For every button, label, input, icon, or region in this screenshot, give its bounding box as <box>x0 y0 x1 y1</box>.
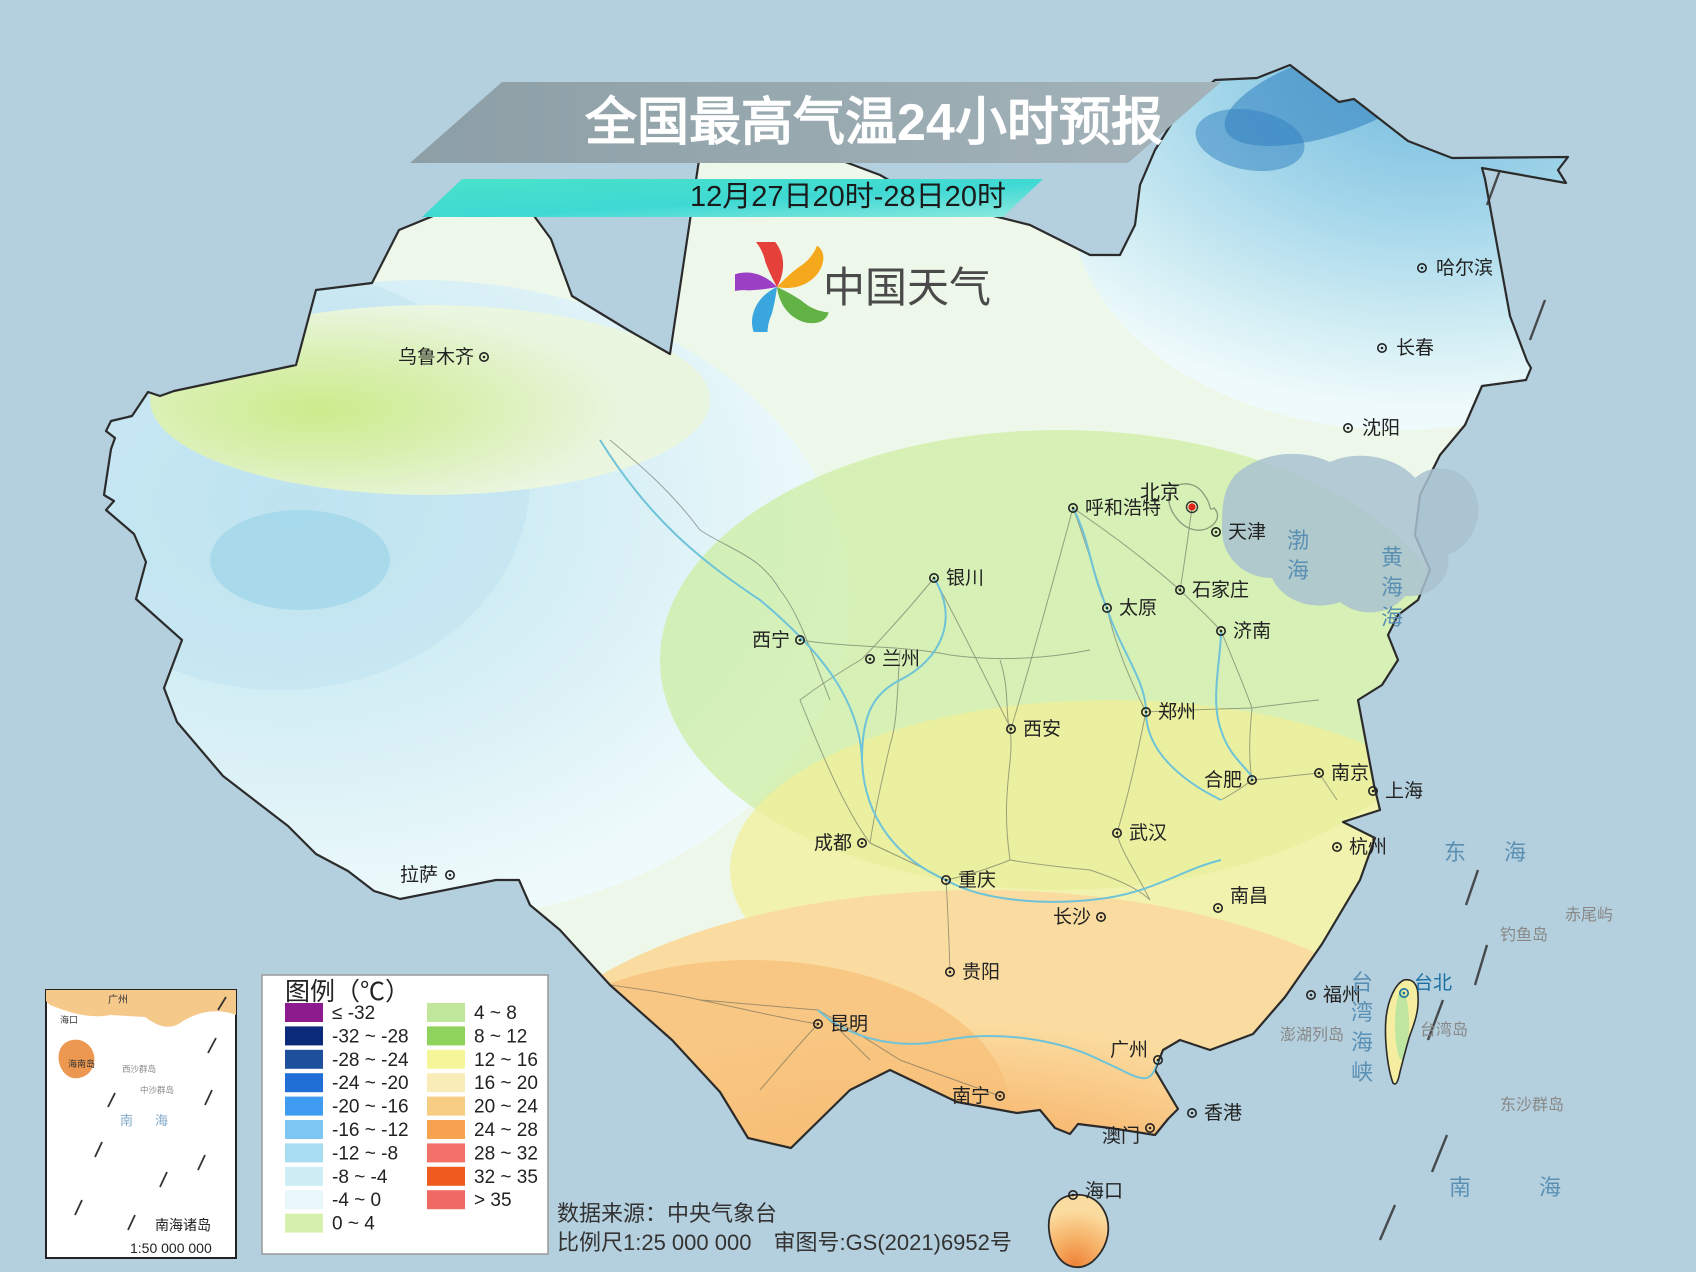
svg-text:南: 南 <box>1449 1175 1471 1200</box>
svg-text:中国天气: 中国天气 <box>823 264 991 311</box>
svg-text:石家庄: 石家庄 <box>1192 579 1249 601</box>
svg-text:1:50 000 000: 1:50 000 000 <box>130 1240 212 1256</box>
svg-text:银川: 银川 <box>946 567 984 589</box>
svg-text:东沙群岛: 东沙群岛 <box>1500 1096 1564 1114</box>
svg-text:贵阳: 贵阳 <box>962 961 1000 983</box>
svg-text:海口: 海口 <box>1085 1180 1123 1202</box>
svg-text:武汉: 武汉 <box>1129 822 1167 844</box>
svg-text:海: 海 <box>1504 840 1526 865</box>
svg-text:成都: 成都 <box>814 832 852 854</box>
svg-text:郑州: 郑州 <box>1158 701 1196 723</box>
svg-text:赤尾屿: 赤尾屿 <box>1565 906 1613 924</box>
svg-text:台北: 台北 <box>1414 972 1452 994</box>
svg-text:杭州: 杭州 <box>1349 836 1387 858</box>
svg-text:合肥: 合肥 <box>1204 769 1242 791</box>
svg-text:兰州: 兰州 <box>882 648 920 670</box>
svg-text:昆明: 昆明 <box>830 1014 868 1035</box>
svg-text:济南: 济南 <box>1233 620 1271 642</box>
svg-text:海: 海 <box>155 1113 168 1128</box>
svg-text:乌鲁木齐: 乌鲁木齐 <box>398 346 474 368</box>
svg-text:长沙: 长沙 <box>1053 906 1091 928</box>
svg-text:中沙群岛: 中沙群岛 <box>140 1085 174 1095</box>
svg-text:海南岛: 海南岛 <box>68 1058 95 1069</box>
svg-text:重庆: 重庆 <box>958 869 996 891</box>
svg-text:西安: 西安 <box>1023 718 1061 740</box>
svg-text:西宁: 西宁 <box>752 629 790 651</box>
svg-text:南京: 南京 <box>1331 762 1369 784</box>
svg-text:海: 海 <box>1381 575 1403 600</box>
svg-text:沈阳: 沈阳 <box>1362 417 1400 439</box>
svg-text:黄: 黄 <box>1381 545 1403 570</box>
svg-text:香港: 香港 <box>1204 1102 1242 1124</box>
svg-text:哈尔滨: 哈尔滨 <box>1436 257 1493 279</box>
svg-text:渤: 渤 <box>1287 528 1309 553</box>
svg-text:长春: 长春 <box>1396 337 1434 359</box>
svg-text:海: 海 <box>1351 1030 1373 1055</box>
svg-text:西沙群岛: 西沙群岛 <box>122 1064 156 1074</box>
svg-text:澎湖列岛: 澎湖列岛 <box>1280 1026 1344 1044</box>
svg-text:南海诸岛: 南海诸岛 <box>155 1217 211 1233</box>
svg-text:南: 南 <box>120 1113 133 1128</box>
svg-text:太原: 太原 <box>1119 597 1157 619</box>
svg-text:天津: 天津 <box>1228 521 1266 543</box>
svg-text:湾: 湾 <box>1351 1000 1373 1025</box>
svg-text:峡: 峡 <box>1351 1060 1373 1085</box>
svg-text:台湾岛: 台湾岛 <box>1420 1021 1468 1039</box>
svg-text:海: 海 <box>1539 1175 1561 1200</box>
svg-text:广州: 广州 <box>1110 1039 1148 1061</box>
svg-text:台: 台 <box>1351 970 1373 995</box>
svg-text:广州: 广州 <box>108 994 128 1006</box>
svg-text:海: 海 <box>1287 558 1309 583</box>
svg-text:上海: 上海 <box>1385 780 1423 802</box>
svg-text:东: 东 <box>1444 840 1466 865</box>
svg-text:钓鱼岛: 钓鱼岛 <box>1500 926 1548 944</box>
svg-text:南昌: 南昌 <box>1230 885 1268 907</box>
svg-text:北京: 北京 <box>1140 481 1180 504</box>
svg-text:南宁: 南宁 <box>952 1085 990 1107</box>
svg-text:海: 海 <box>1381 605 1403 630</box>
svg-text:海口: 海口 <box>60 1014 78 1025</box>
svg-text:澳门: 澳门 <box>1102 1125 1140 1147</box>
svg-text:拉萨: 拉萨 <box>400 864 438 886</box>
